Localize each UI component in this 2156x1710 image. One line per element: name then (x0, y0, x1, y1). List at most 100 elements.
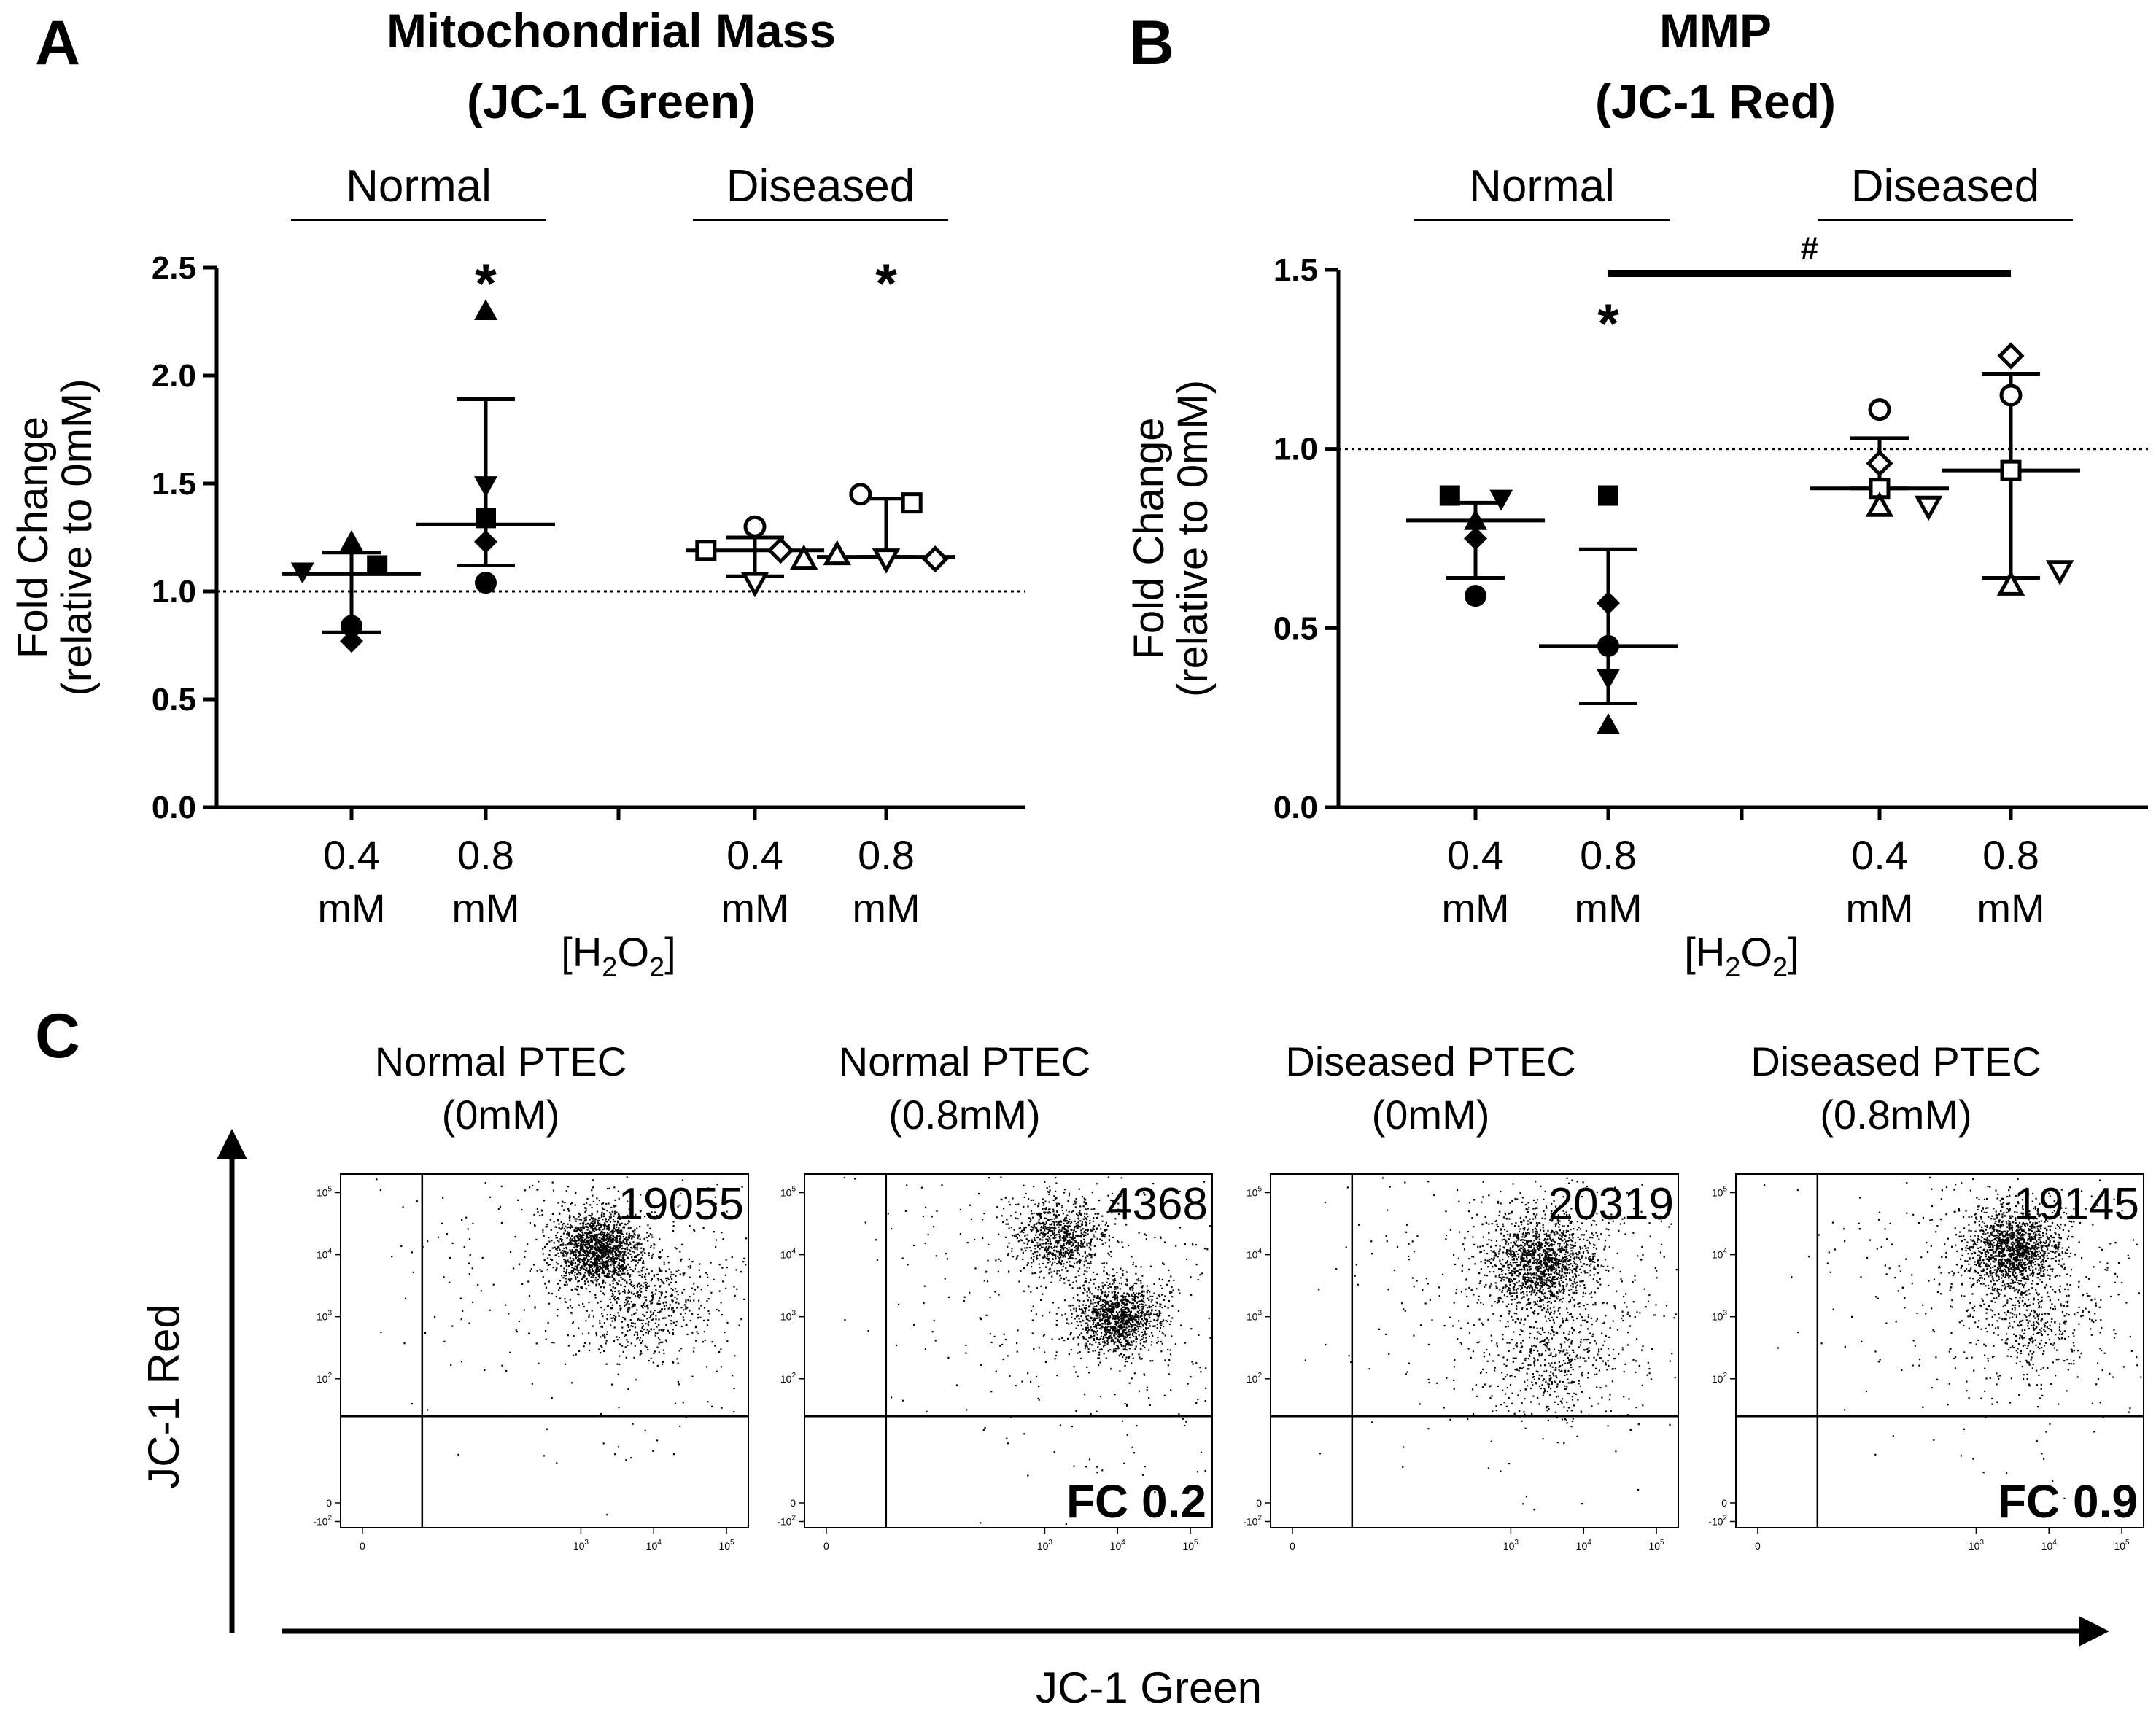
flow-event (629, 1250, 632, 1252)
flow-event (854, 1178, 856, 1180)
flow-event (745, 1237, 748, 1240)
flow-event (1037, 1221, 1039, 1224)
x-category-unit: mM (1977, 885, 2044, 931)
flow-event (645, 1273, 647, 1275)
flow-event (565, 1275, 567, 1277)
flow-event (1042, 1208, 1044, 1210)
x-category-label: 0.4 (1447, 832, 1504, 878)
flow-event (686, 1307, 689, 1309)
flow-event (635, 1259, 637, 1262)
flow-event (1149, 1291, 1151, 1293)
flow-event (1078, 1224, 1080, 1227)
flow-event (1048, 1269, 1050, 1271)
flow-event (1091, 1293, 1093, 1295)
flow-event (1092, 1313, 1094, 1315)
flow-event (563, 1270, 565, 1273)
flow-event (543, 1259, 546, 1262)
flow-event (642, 1313, 644, 1315)
flow-event (1123, 1324, 1125, 1326)
flow-event (468, 1238, 471, 1240)
flow-event (707, 1319, 710, 1321)
flow-event (618, 1257, 620, 1259)
flow-event (570, 1203, 572, 1205)
data-point-circle (1999, 384, 2023, 407)
flow-event (1060, 1253, 1062, 1255)
flow-event (1046, 1211, 1048, 1213)
flow-event (614, 1239, 616, 1241)
flow-event (613, 1213, 616, 1215)
flow-event (1195, 1244, 1197, 1246)
flow-event (1089, 1222, 1091, 1224)
flow-event (590, 1280, 592, 1282)
flow-event (614, 1228, 616, 1230)
flow-event (1019, 1227, 1021, 1229)
flow-event (1044, 1247, 1047, 1249)
flow-event (1114, 1291, 1116, 1294)
flow-event (1026, 1247, 1028, 1249)
flow-event (659, 1341, 662, 1343)
flow-event (1139, 1356, 1141, 1359)
flow-event (1044, 1351, 1046, 1353)
flow-event (1117, 1335, 1120, 1337)
flow-event (1058, 1262, 1060, 1264)
flow-event (1152, 1313, 1155, 1315)
flow-event (567, 1208, 570, 1210)
flow-event (689, 1276, 691, 1278)
flow-event (1098, 1200, 1101, 1202)
flow-event (651, 1297, 654, 1299)
flow-event (1127, 1293, 1130, 1295)
flow-event (468, 1273, 470, 1275)
flow-event (634, 1305, 636, 1307)
flow-event (1110, 1327, 1112, 1329)
flow-event (605, 1237, 608, 1240)
flow-event (691, 1313, 694, 1315)
panel-letter-c: C (35, 1001, 80, 1071)
flow-event (1117, 1335, 1119, 1337)
flow-event (588, 1314, 591, 1316)
flow-event (1044, 1227, 1047, 1229)
flow-event (640, 1330, 642, 1332)
flow-event (1190, 1376, 1192, 1378)
flow-event (380, 1332, 382, 1334)
flow-event (1052, 1232, 1054, 1234)
flow-event (1056, 1375, 1058, 1377)
flow-event (467, 1228, 469, 1230)
flow-event (617, 1232, 619, 1234)
flow-event (1127, 1310, 1130, 1312)
flow-event (640, 1330, 643, 1332)
flow-event (1128, 1330, 1130, 1332)
flow-event (573, 1246, 576, 1248)
x-axis-label: [H2O2] (561, 929, 675, 983)
flow-event (1129, 1315, 1131, 1318)
flow-event (1053, 1224, 1055, 1227)
flow-event (1148, 1335, 1150, 1337)
flow-event (563, 1283, 565, 1286)
flow-event (572, 1270, 574, 1272)
flow-event (606, 1227, 608, 1229)
flow-event (1085, 1466, 1087, 1468)
flow-event (1104, 1224, 1106, 1226)
flow-event (614, 1453, 616, 1456)
flow-event (1144, 1346, 1146, 1349)
flow-event (624, 1267, 626, 1269)
flow-event (1123, 1292, 1125, 1294)
flow-event (1114, 1321, 1116, 1323)
flow-event (1002, 1358, 1004, 1361)
flow-event (412, 1271, 414, 1273)
flow-event (974, 1238, 976, 1241)
flow-event (1110, 1340, 1112, 1343)
flow-event (1069, 1249, 1071, 1251)
flow-event (637, 1242, 640, 1244)
flow-event (611, 1275, 613, 1277)
flow-event (715, 1245, 717, 1248)
flow-event (1067, 1252, 1069, 1254)
flow-event (695, 1325, 697, 1327)
flow-event (564, 1363, 567, 1365)
flow-event (1025, 1249, 1027, 1252)
flow-event (674, 1247, 676, 1249)
flow-event (1085, 1277, 1087, 1280)
flow-event (1007, 1442, 1009, 1445)
flow-event (1064, 1232, 1066, 1234)
flow-event (593, 1264, 596, 1266)
y-axis-label: Fold Change (1125, 417, 1173, 659)
